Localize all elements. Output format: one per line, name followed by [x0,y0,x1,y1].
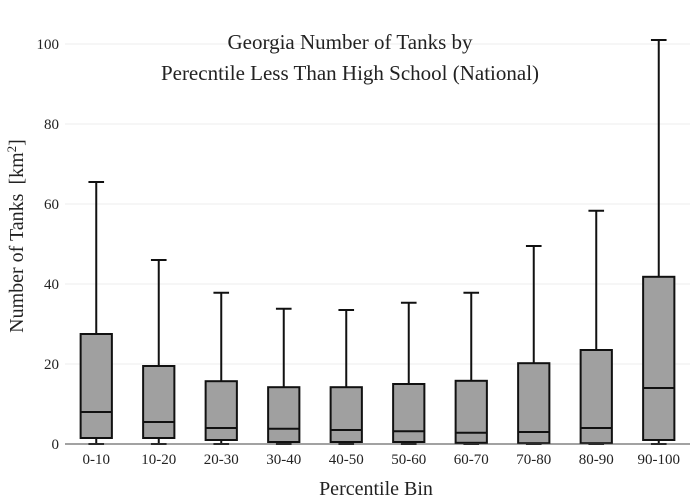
box-iqr [392,383,426,443]
box-iqr [642,275,676,441]
x-axis-title: Percentile Bin [319,478,433,500]
y-axis-unit-sup: 2 [4,146,19,153]
x-tick-label: 50-60 [391,452,426,468]
y-axis-title: Number of Tanks [km2] [4,139,28,333]
x-tick-label: 30-40 [266,452,301,468]
box-group [267,307,301,445]
y-tick-label: 20 [44,357,59,373]
box-group [579,209,613,445]
box-group [79,181,113,445]
box-iqr [517,362,551,445]
y-tick-label: 100 [37,37,60,53]
box-group [454,291,488,445]
x-tick-label: 0-10 [83,452,111,468]
x-tick-labels: 0-10 10-20 20-30 30-40 40-50 50-60 60-70 70-80 8… [83,452,681,468]
box-group [329,309,363,445]
y-tick-label: 0 [52,437,60,453]
box-group [392,301,426,445]
y-tick-label: 40 [44,277,59,293]
box-iqr [79,333,113,439]
x-tick-label: 10-20 [141,452,176,468]
boxes [79,39,676,445]
y-tick-label: 80 [44,117,59,133]
chart-title-line-2: Perecntile Less Than High School (Nation… [161,61,539,85]
box-iqr [142,365,176,439]
y-axis-unit-close: ] [6,139,28,146]
box-group [642,39,676,445]
box-group [142,259,176,445]
box-iqr [204,380,238,442]
x-tick-label: 90-100 [638,452,681,468]
box-iqr [267,386,301,444]
x-tick-label: 80-90 [579,452,614,468]
x-tick-label: 60-70 [454,452,489,468]
y-tick-labels: 0 20 40 60 80 100 [37,37,60,453]
y-axis-title-text: Number of Tanks [6,193,28,333]
box-iqr [579,349,613,445]
y-axis-unit-base: [km [6,152,28,185]
chart-title-line-1: Georgia Number of Tanks by [227,30,473,54]
y-tick-label: 60 [44,197,59,213]
x-tick-label: 20-30 [204,452,239,468]
box-group [204,291,238,445]
box-iqr [329,386,363,444]
box-group [517,245,551,445]
x-tick-label: 40-50 [329,452,364,468]
x-tick-label: 70-80 [516,452,551,468]
